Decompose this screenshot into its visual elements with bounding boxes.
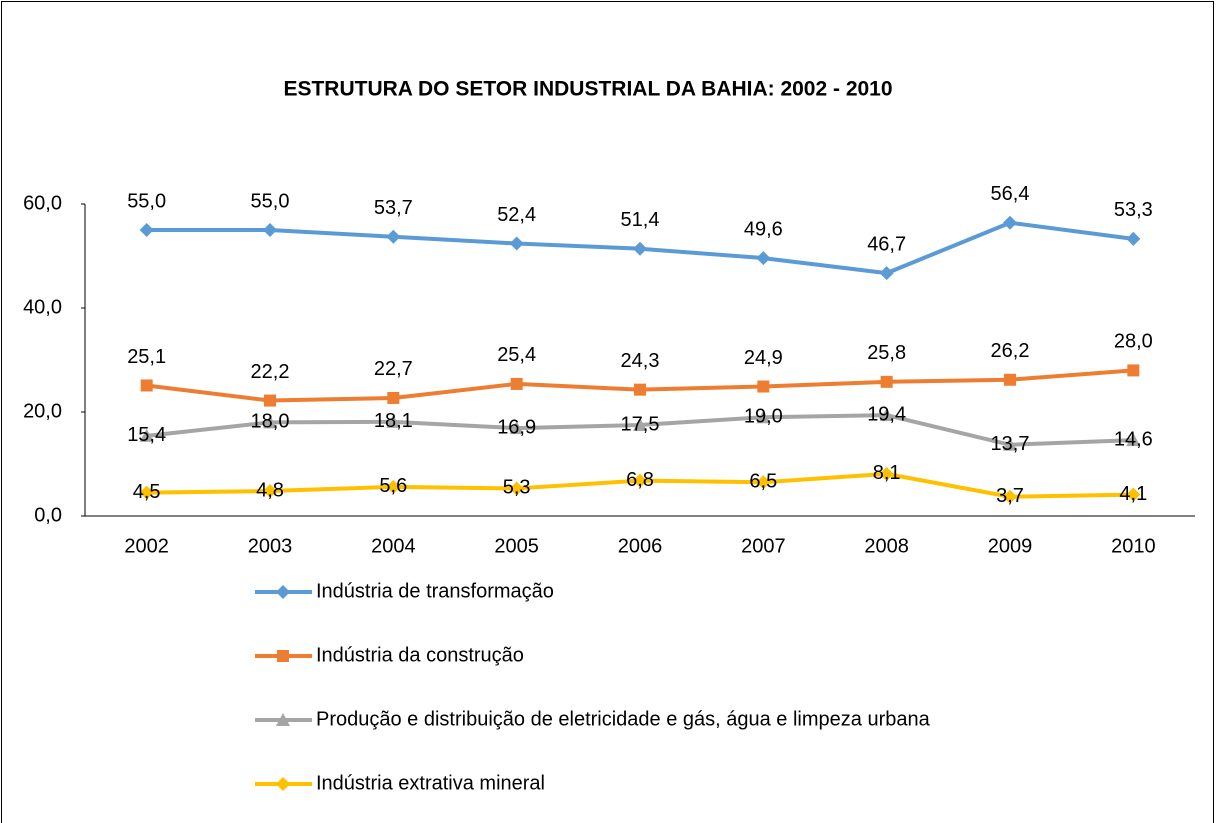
data-point	[633, 241, 647, 256]
data-label: 26,2	[991, 340, 1030, 362]
data-point	[386, 229, 401, 244]
data-label: 53,3	[1114, 199, 1153, 221]
data-label: 55,0	[127, 190, 166, 212]
data-label: 8,1	[873, 462, 901, 484]
data-label: 51,4	[621, 209, 660, 231]
data-point	[386, 414, 401, 428]
data-point	[509, 481, 524, 496]
data-label: 28,0	[1114, 331, 1153, 353]
x-tick-label: 2006	[618, 535, 663, 557]
data-point	[879, 408, 894, 422]
data-label: 25,1	[127, 346, 166, 368]
data-label: 46,7	[867, 233, 906, 255]
legend-label: Indústria extrativa mineral	[316, 772, 545, 794]
data-point	[880, 375, 893, 388]
data-point	[263, 223, 277, 237]
data-point	[1003, 215, 1017, 230]
legend-marker	[277, 650, 289, 662]
legend-label: Indústria da construção	[316, 644, 524, 666]
data-label: 5,6	[379, 475, 407, 497]
data-point	[140, 379, 153, 392]
data-label: 19,4	[867, 403, 906, 425]
data-label: 25,8	[867, 342, 906, 364]
x-tick-label: 2010	[1111, 535, 1156, 557]
data-label: 4,5	[133, 481, 161, 503]
data-point	[510, 377, 523, 390]
data-point	[757, 380, 770, 393]
data-point	[1004, 373, 1016, 386]
data-point	[509, 421, 524, 435]
data-label: 55,0	[251, 190, 290, 212]
data-label: 6,5	[749, 470, 777, 492]
data-point	[1003, 437, 1017, 451]
y-tick-label: 0,0	[34, 504, 62, 526]
data-label: 19,0	[744, 405, 783, 427]
data-point	[756, 410, 771, 424]
data-point	[1126, 433, 1141, 447]
legend-label: Produção e distribuição de eletricidade …	[316, 708, 931, 730]
data-label: 15,4	[127, 424, 166, 446]
data-label: 24,3	[621, 350, 660, 372]
data-label: 18,0	[251, 411, 290, 433]
data-label: 16,9	[497, 416, 536, 438]
data-point	[139, 485, 154, 500]
data-point	[633, 473, 647, 488]
data-point	[634, 383, 646, 396]
x-tick-label: 2004	[371, 535, 416, 557]
legend-marker	[276, 777, 290, 791]
legend-label: Indústria de transformação	[316, 580, 554, 602]
data-label: 25,4	[497, 344, 536, 366]
data-point	[633, 418, 647, 431]
x-tick-label: 2003	[248, 535, 293, 557]
data-point	[1003, 489, 1017, 504]
data-point	[387, 391, 400, 404]
x-tick-label: 2009	[988, 535, 1033, 557]
data-label: 6,8	[626, 469, 654, 491]
data-label: 18,1	[374, 410, 413, 432]
data-point	[386, 479, 401, 494]
data-point	[139, 223, 154, 237]
data-point	[756, 251, 771, 266]
data-label: 53,7	[374, 197, 413, 219]
x-tick-label: 2007	[741, 535, 786, 557]
x-tick-label: 2002	[124, 535, 169, 557]
data-label: 52,4	[497, 204, 536, 226]
data-label: 22,7	[374, 358, 413, 380]
data-point	[139, 428, 154, 442]
data-point	[879, 466, 894, 481]
data-label: 4,8	[256, 479, 284, 501]
data-label: 13,7	[991, 433, 1030, 455]
data-label: 56,4	[991, 183, 1030, 205]
y-tick-label: 40,0	[23, 296, 62, 318]
data-point	[509, 236, 524, 251]
legend-marker	[276, 713, 290, 726]
y-tick-label: 20,0	[23, 400, 62, 422]
data-point	[263, 484, 277, 499]
data-label: 5,3	[503, 477, 531, 499]
data-label: 17,5	[621, 413, 660, 435]
data-point	[879, 266, 894, 281]
chart-title: ESTRUTURA DO SETOR INDUSTRIAL DA BAHIA: …	[283, 78, 892, 101]
legend-marker	[276, 585, 290, 599]
data-point	[1127, 364, 1140, 377]
data-point	[264, 394, 276, 407]
data-label: 4,1	[1119, 483, 1147, 505]
x-tick-label: 2008	[864, 535, 909, 557]
y-tick-label: 60,0	[23, 192, 62, 214]
data-point	[263, 415, 277, 429]
data-point	[1126, 487, 1141, 502]
data-label: 24,9	[744, 347, 783, 369]
data-label: 14,6	[1114, 428, 1153, 450]
data-label: 49,6	[744, 218, 783, 240]
data-point	[756, 475, 771, 490]
data-label: 3,7	[996, 485, 1024, 507]
x-tick-label: 2005	[494, 535, 539, 557]
data-label: 22,2	[251, 361, 290, 383]
data-point	[1126, 231, 1141, 246]
